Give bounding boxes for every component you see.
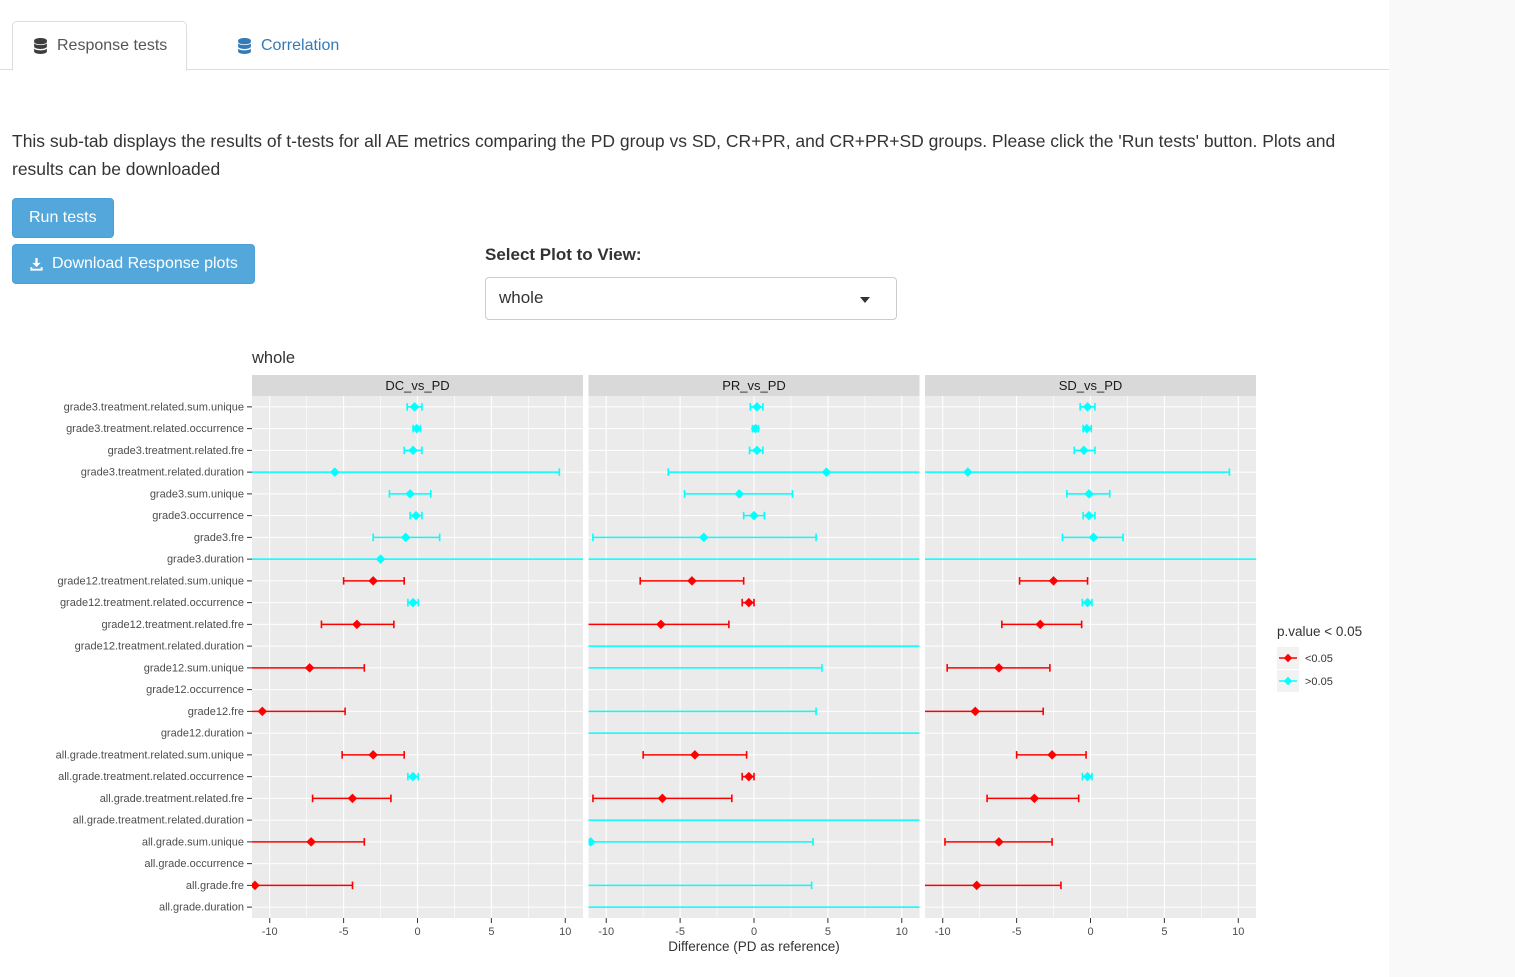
- y-axis: grade3.treatment.related.sum.unique grade…: [56, 401, 252, 914]
- legend-item-label: >0.05: [1305, 676, 1333, 688]
- plot-select-dropdown[interactable]: whole: [485, 277, 897, 320]
- tab-bar: Response tests Correlation: [0, 0, 1389, 71]
- svg-text:5: 5: [825, 926, 831, 938]
- database-icon: [32, 37, 49, 55]
- database-icon: [236, 37, 253, 55]
- svg-text:all.grade.occurrence: all.grade.occurrence: [144, 858, 244, 870]
- svg-text:10: 10: [559, 926, 571, 938]
- svg-text:all.grade.treatment.related.oc: all.grade.treatment.related.occurrence: [58, 771, 244, 783]
- selected-plot-value: whole: [499, 288, 544, 307]
- x-axis-title: Difference (PD as reference): [668, 939, 840, 954]
- facet-panel-DC_vs_PD: DC_vs_PD -10 -5 0 5 10: [252, 375, 583, 938]
- svg-text:5: 5: [488, 926, 494, 938]
- svg-text:10: 10: [1232, 926, 1244, 938]
- svg-text:grade12.treatment.related.dura: grade12.treatment.related.duration: [75, 641, 244, 653]
- tab-response-tests[interactable]: Response tests: [12, 21, 188, 71]
- svg-text:all.grade.duration: all.grade.duration: [159, 902, 244, 914]
- svg-text:-10: -10: [598, 926, 614, 938]
- app-container: Response tests Correlation This sub-tab …: [0, 0, 1389, 960]
- facet-panel-SD_vs_PD: SD_vs_PD -10 -5 0 5 10: [925, 375, 1256, 938]
- run-tests-label: Run tests: [29, 209, 97, 226]
- facet-label: PR_vs_PD: [722, 378, 786, 393]
- svg-text:all.grade.sum.unique: all.grade.sum.unique: [142, 836, 244, 848]
- svg-text:-10: -10: [935, 926, 951, 938]
- svg-text:0: 0: [1087, 926, 1093, 938]
- svg-text:0: 0: [751, 926, 757, 938]
- svg-text:-5: -5: [339, 926, 349, 938]
- svg-text:all.grade.treatment.related.du: all.grade.treatment.related.duration: [73, 815, 244, 827]
- svg-text:all.grade.treatment.related.fr: all.grade.treatment.related.fre: [100, 793, 244, 805]
- legend-item-label: <0.05: [1305, 653, 1333, 665]
- svg-text:grade12.treatment.related.occu: grade12.treatment.related.occurrence: [60, 597, 244, 609]
- svg-text:grade3.duration: grade3.duration: [167, 554, 244, 566]
- legend-title: p.value < 0.05: [1277, 624, 1362, 639]
- svg-text:grade3.treatment.related.fre: grade3.treatment.related.fre: [108, 445, 244, 457]
- svg-text:-10: -10: [262, 926, 278, 938]
- svg-text:grade12.fre: grade12.fre: [188, 706, 244, 718]
- svg-text:all.grade.fre: all.grade.fre: [186, 880, 244, 892]
- download-icon: [29, 257, 44, 272]
- tab-label: Response tests: [57, 37, 168, 54]
- facet-label: DC_vs_PD: [385, 378, 449, 393]
- svg-text:grade3.fre: grade3.fre: [194, 532, 244, 544]
- svg-text:-5: -5: [1012, 926, 1022, 938]
- svg-text:grade3.occurrence: grade3.occurrence: [152, 510, 244, 522]
- download-response-plots-button[interactable]: Download Response plots: [12, 244, 255, 284]
- facet-panel-PR_vs_PD: PR_vs_PD -10 -5 0 5 10: [588, 375, 920, 938]
- tab-label: Correlation: [261, 37, 340, 54]
- svg-text:grade3.treatment.related.sum.u: grade3.treatment.related.sum.unique: [64, 401, 244, 413]
- run-tests-button[interactable]: Run tests: [12, 198, 114, 238]
- legend: p.value < 0.05 <0.05 >0.05: [1277, 624, 1362, 692]
- tab-correlation[interactable]: Correlation: [216, 21, 359, 71]
- svg-text:all.grade.treatment.related.su: all.grade.treatment.related.sum.unique: [56, 749, 244, 761]
- response-forest-plot: whole DC_vs_PD -10 -5 0 5 10 PR_vs_PD -10 -5 0 5 10 S…: [0, 345, 1389, 960]
- svg-text:grade12.occurrence: grade12.occurrence: [146, 684, 244, 696]
- svg-text:10: 10: [896, 926, 908, 938]
- svg-text:grade3.treatment.related.occur: grade3.treatment.related.occurrence: [66, 423, 244, 435]
- svg-text:grade12.sum.unique: grade12.sum.unique: [144, 662, 244, 674]
- svg-text:grade12.treatment.related.sum.: grade12.treatment.related.sum.unique: [57, 575, 244, 587]
- svg-text:grade3.treatment.related.durat: grade3.treatment.related.duration: [81, 467, 244, 479]
- select-plot-label: Select Plot to View:: [485, 245, 642, 264]
- subtab-description: This sub-tab displays the results of t-t…: [12, 131, 1336, 179]
- svg-text:grade12.treatment.related.fre: grade12.treatment.related.fre: [102, 619, 244, 631]
- svg-text:5: 5: [1161, 926, 1167, 938]
- svg-text:-5: -5: [675, 926, 685, 938]
- chevron-down-icon: [860, 297, 870, 303]
- svg-text:grade12.duration: grade12.duration: [161, 728, 244, 740]
- svg-text:grade3.sum.unique: grade3.sum.unique: [150, 488, 244, 500]
- svg-text:0: 0: [414, 926, 420, 938]
- facet-label: SD_vs_PD: [1059, 378, 1123, 393]
- download-label: Download Response plots: [52, 255, 238, 272]
- plot-title: whole: [251, 349, 295, 367]
